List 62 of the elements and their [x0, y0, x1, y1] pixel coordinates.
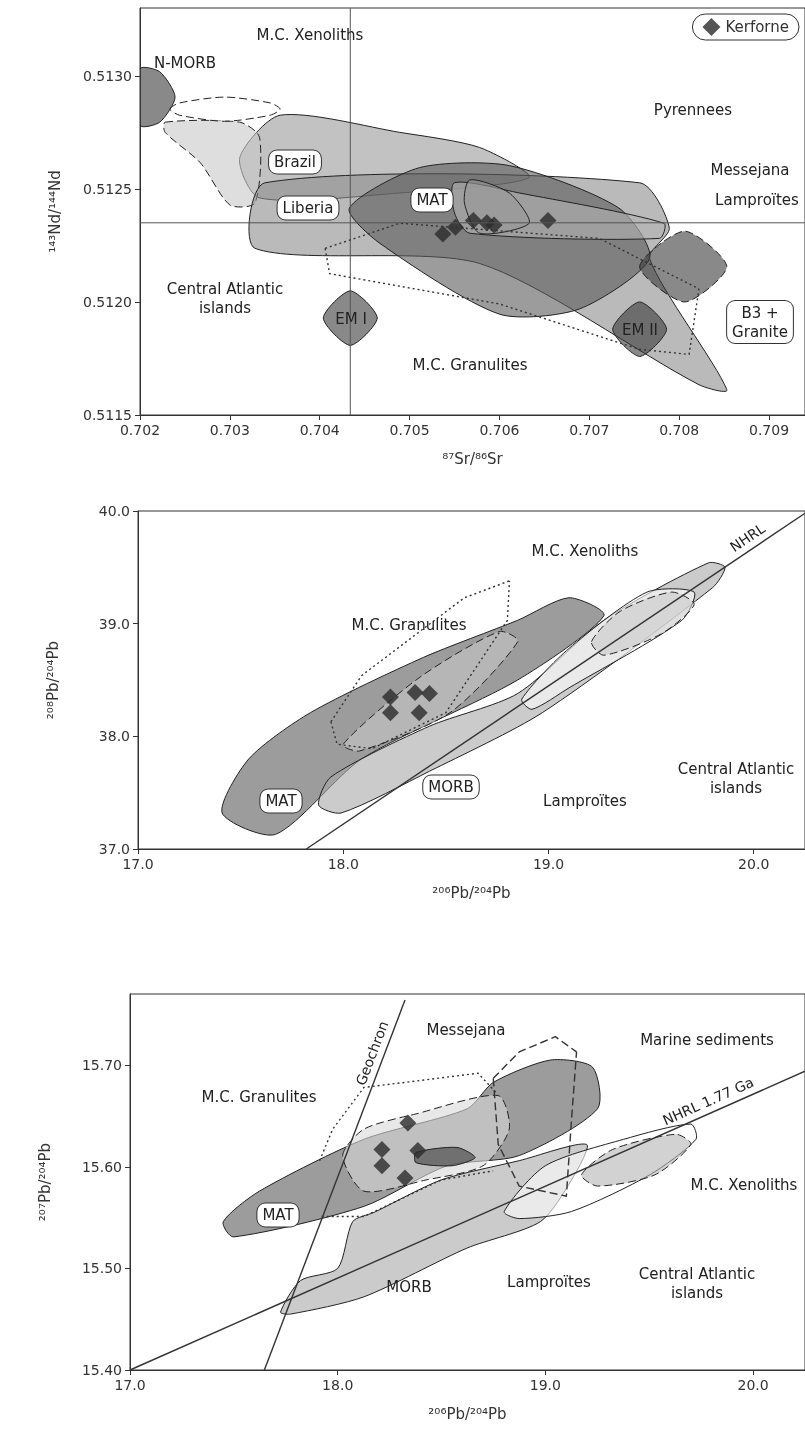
y-tick-label: 0.5120: [83, 293, 132, 310]
annotation: EM I: [335, 310, 367, 328]
y-tick-label: 0.5130: [83, 67, 132, 84]
y-axis-title: ²⁰⁷Pb/²⁰⁴Pb: [35, 1142, 54, 1222]
x-tick-label: 0.705: [389, 422, 430, 438]
annotation: Central Atlantic islands: [677, 759, 795, 797]
text: NHRL 1.77 Ga: [660, 1073, 757, 1129]
annotation: M.C. Xenoliths: [531, 542, 639, 560]
x-tick-label: 0.707: [569, 422, 610, 438]
y-tick-label: 40.0: [98, 503, 130, 519]
annotation: Marine sediments: [640, 1031, 775, 1049]
x-tick-label: 0.704: [299, 422, 340, 438]
legend-label: Kerforne: [725, 18, 790, 36]
annotation: Messejana: [426, 1021, 506, 1039]
x-tick-label: 17.0: [122, 856, 154, 872]
annotation: M.C. Granulites: [412, 356, 528, 374]
x-tick-label: 0.706: [479, 422, 520, 438]
x-tick-label: 19.0: [532, 856, 565, 872]
annotation: M.C. Granulites: [201, 1088, 317, 1106]
y-tick-label: 39.0: [98, 615, 130, 632]
annotation: MAT: [416, 191, 449, 209]
annotation: M.C. Xenoliths: [690, 1176, 798, 1194]
x-tick-label: 0.709: [749, 422, 790, 438]
x-axis-title: ²⁰⁶Pb/²⁰⁴Pb: [428, 1404, 507, 1423]
annotation: Brazil: [274, 153, 316, 171]
x-axis-title: ⁸⁷Sr/⁸⁶Sr: [442, 449, 504, 468]
annotation: Messejana: [710, 161, 790, 179]
annotation: MAT: [265, 792, 298, 810]
y-tick-label: 15.60: [81, 1158, 122, 1175]
y-tick-label: 38.0: [98, 728, 130, 745]
x-tick-label: 20.0: [738, 856, 770, 872]
y-tick-label: 37.0: [98, 841, 130, 857]
annotation: Lamproïtes: [715, 191, 800, 209]
x-tick-label: 18.0: [327, 856, 359, 872]
annotation: Liberia: [282, 199, 334, 217]
x-tick-label: 20.0: [737, 1377, 769, 1393]
y-axis-title: ¹⁴³Nd/¹⁴⁴Nd: [45, 170, 64, 253]
x-tick-label: 19.0: [529, 1377, 561, 1393]
y-tick-label: 15.40: [81, 1362, 122, 1378]
annotation: MORB: [386, 1278, 432, 1296]
annotation: Lamproïtes: [507, 1273, 592, 1291]
annotation: N-MORB: [153, 54, 217, 72]
y-tick-label: 15.50: [81, 1260, 122, 1277]
annotation: B3 + Granite: [732, 303, 788, 341]
y-tick-label: 0.5115: [83, 407, 132, 423]
y-tick-label: 15.70: [81, 1057, 122, 1074]
x-axis-title: ²⁰⁶Pb/²⁰⁴Pb: [432, 883, 511, 902]
x-tick-label: 0.708: [659, 422, 700, 438]
y-tick-label: 0.5125: [83, 180, 132, 197]
annotation: Pyrennees: [653, 101, 733, 119]
annotation: Central Atlantic islands: [166, 279, 284, 317]
annotation: MORB: [428, 778, 474, 796]
annotation: MAT: [262, 1206, 295, 1224]
x-tick-label: 0.702: [119, 422, 161, 438]
annotation: Central Atlantic islands: [638, 1264, 756, 1302]
x-tick-label: 17.0: [114, 1377, 146, 1393]
annotation: EM II: [621, 321, 659, 339]
y-axis-title: ²⁰⁸Pb/²⁰⁴Pb: [43, 640, 62, 720]
annotation: M.C. Granulites: [351, 616, 467, 634]
x-tick-label: 18.0: [322, 1377, 354, 1393]
x-tick-label: 0.703: [209, 422, 250, 438]
annotation: Lamproïtes: [543, 792, 628, 810]
